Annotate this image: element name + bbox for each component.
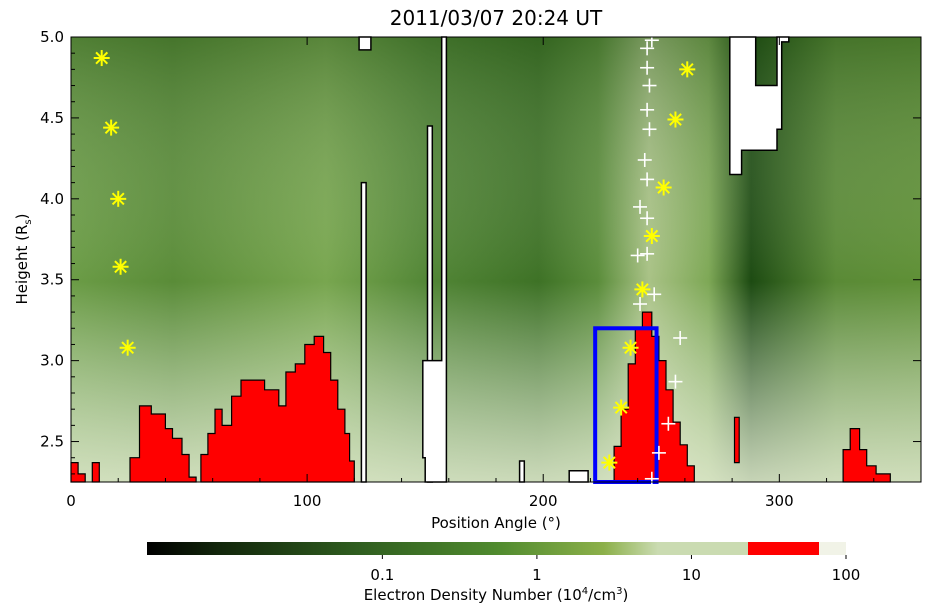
x-tick-label: 300 <box>765 492 794 510</box>
plus-point <box>642 78 657 93</box>
y-axis-label: Heigeht (Rs) <box>13 214 34 305</box>
colorbar-gradient <box>147 542 748 555</box>
asterisk-point <box>110 190 127 207</box>
chart-title: 2011/03/07 20:24 UT <box>390 6 603 30</box>
plus-point <box>640 102 655 117</box>
asterisk-point <box>601 454 618 471</box>
plus-point <box>651 445 666 460</box>
plus-point <box>642 122 657 137</box>
saturated-regions <box>70 311 891 483</box>
masked-region <box>729 36 790 176</box>
y-axis: 2.5 3.0 3.5 4.0 4.5 5.0 <box>40 28 921 475</box>
plus-point <box>633 199 648 214</box>
asterisk-point <box>119 339 136 356</box>
plus-series <box>630 33 688 486</box>
x-axis: 0 100 200 300 <box>66 37 875 510</box>
colorbar-tick-label: 10 <box>682 566 701 584</box>
plus-point <box>661 416 676 431</box>
colorbar-saturated-band <box>748 542 819 555</box>
y-tick-label: 5.0 <box>40 28 64 46</box>
x-axis-label: Position Angle (°) <box>431 514 561 532</box>
plus-point <box>640 60 655 75</box>
x-tick-label: 200 <box>529 492 558 510</box>
colorbar: 0.1 1 10 100 Electron Density Number (104/c… <box>147 542 860 604</box>
colorbar-top-band <box>819 542 846 555</box>
saturated-region <box>613 311 695 483</box>
plot-area <box>70 33 922 486</box>
colorbar-label-main: Electron Density Number (10 <box>364 586 582 604</box>
plus-point <box>640 211 655 226</box>
colorbar-ticks: 0.1 1 10 100 <box>370 555 860 584</box>
colorbar-label-sup: 4 <box>582 586 588 597</box>
asterisk-point <box>634 281 651 298</box>
saturated-region <box>733 416 740 464</box>
colorbar-tick-label: 100 <box>832 566 861 584</box>
x-tick-label: 0 <box>66 492 76 510</box>
saturated-region <box>200 335 355 483</box>
asterisk-series <box>93 50 696 471</box>
y-axis-label-close: ) <box>13 214 31 220</box>
asterisk-point <box>622 339 639 356</box>
plus-point <box>630 248 645 263</box>
plus-point <box>640 172 655 187</box>
asterisk-point <box>679 61 696 78</box>
x-tick-label: 100 <box>293 492 322 510</box>
plus-point <box>637 152 652 167</box>
asterisk-point <box>103 119 120 136</box>
saturated-region <box>842 428 891 483</box>
y-axis-label-sub: s <box>23 219 34 224</box>
asterisk-point <box>643 228 660 245</box>
y-tick-label: 3.0 <box>40 352 64 370</box>
plot-shading <box>71 37 921 482</box>
asterisk-point <box>112 258 129 275</box>
asterisk-point <box>667 111 684 128</box>
colorbar-tick-label: 0.1 <box>370 566 394 584</box>
plus-point <box>640 246 655 261</box>
masked-region <box>358 36 372 51</box>
plus-point <box>644 471 659 486</box>
asterisk-point <box>93 50 110 67</box>
y-tick-label: 3.5 <box>40 271 64 289</box>
saturated-region <box>129 405 197 483</box>
masked-region <box>360 181 367 483</box>
y-tick-label: 4.5 <box>40 109 64 127</box>
plus-point <box>673 330 688 345</box>
masked-region <box>568 469 589 483</box>
y-tick-label: 4.0 <box>40 190 64 208</box>
colorbar-label-sup2: 3 <box>616 586 622 597</box>
plus-point <box>647 287 662 302</box>
plus-point <box>668 374 683 389</box>
plus-point <box>640 41 655 56</box>
saturated-region <box>91 462 100 483</box>
colorbar-label-unit: /cm <box>588 586 616 604</box>
masked-region <box>422 36 448 483</box>
plus-point <box>644 33 659 48</box>
masked-region <box>518 460 526 483</box>
colorbar-label: Electron Density Number (104/cm3) <box>364 586 629 604</box>
asterisk-point <box>655 179 672 196</box>
y-tick-label: 2.5 <box>40 433 64 451</box>
asterisk-point <box>613 399 630 416</box>
y-axis-label-main: Heigeht (R <box>13 225 31 305</box>
colorbar-tick-label: 1 <box>532 566 542 584</box>
colorbar-label-close: ) <box>622 586 628 604</box>
plus-point <box>633 297 648 311</box>
